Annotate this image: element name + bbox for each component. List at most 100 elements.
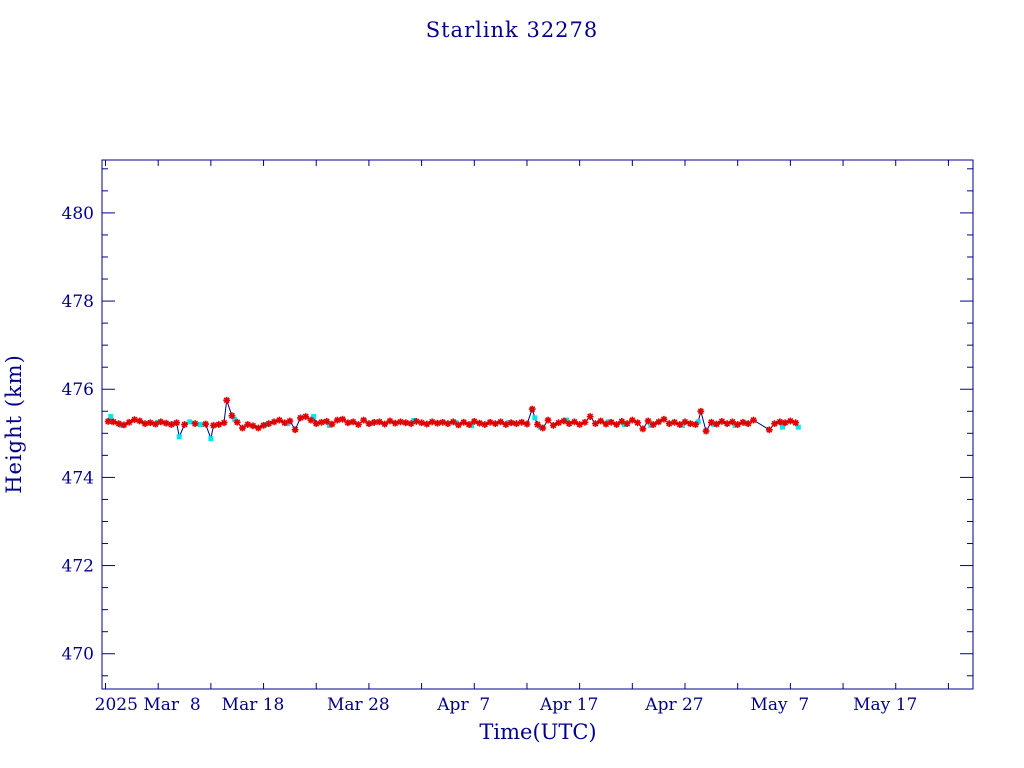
data-point-star: [671, 418, 678, 426]
data-point-star: [354, 421, 362, 428]
x-tick-label: Apr 27: [644, 695, 703, 715]
data-point-star: [676, 421, 684, 428]
data-point-star: [602, 420, 610, 428]
data-point-star: [412, 418, 420, 425]
data-point-star: [181, 421, 188, 428]
data-point-star: [549, 421, 557, 429]
data-point-star: [734, 421, 742, 428]
data-point-star: [233, 418, 241, 426]
data-point-star: [481, 421, 489, 428]
data-point-star: [460, 418, 468, 426]
data-point-star: [744, 420, 752, 428]
data-point-star: [360, 416, 368, 424]
data-point-dot: [108, 414, 114, 420]
data-point-star: [376, 418, 383, 426]
data-point-star: [444, 420, 452, 428]
data-point-star: [634, 419, 641, 427]
data-point-dot: [284, 421, 290, 427]
data-point-star: [707, 418, 715, 426]
data-point-star: [555, 419, 562, 427]
y-tick-label: 476: [62, 380, 94, 400]
data-point-star: [297, 414, 304, 422]
data-point-star: [110, 418, 117, 426]
data-point-star: [565, 420, 573, 428]
data-point-star: [765, 426, 773, 434]
data-point-star: [265, 420, 273, 428]
data-point-star: [223, 396, 231, 404]
data-point-star: [191, 420, 199, 428]
data-point-star: [470, 418, 478, 425]
primary-data-points: [104, 396, 800, 435]
data-point-dot: [679, 422, 685, 428]
data-point-star: [623, 420, 631, 428]
data-point-dot: [537, 424, 543, 430]
data-point-star: [439, 418, 447, 426]
data-point-dot: [311, 414, 317, 420]
data-point-dot: [187, 419, 193, 425]
data-point-star: [323, 418, 331, 425]
data-point-star: [418, 419, 426, 427]
data-point-star: [397, 418, 404, 426]
data-point-star: [333, 416, 341, 424]
data-point-star: [771, 420, 778, 428]
data-point-star: [455, 421, 462, 429]
data-point-star: [302, 413, 310, 420]
data-point-star: [702, 427, 710, 435]
data-point-star: [697, 407, 705, 415]
y-tick-label: 472: [62, 557, 94, 577]
data-point-star: [491, 420, 499, 428]
data-point-star: [167, 421, 175, 428]
data-point-star: [349, 418, 357, 426]
data-point-star: [423, 420, 431, 428]
data-point-star: [254, 424, 262, 432]
data-point-star: [228, 412, 236, 420]
data-point-star: [534, 421, 541, 428]
data-point-star: [120, 421, 128, 429]
data-point-dot: [563, 417, 569, 423]
data-point-star: [386, 417, 394, 425]
data-point-star: [497, 418, 505, 426]
x-axis-label: Time(UTC): [479, 720, 596, 744]
data-point-star: [592, 420, 599, 428]
data-point-star: [713, 420, 721, 428]
y-tick-label: 474: [62, 468, 94, 488]
data-point-star: [665, 420, 673, 428]
data-point-star: [618, 418, 626, 425]
data-point-star: [260, 421, 267, 429]
data-point-dot: [171, 421, 177, 427]
data-point-star: [157, 418, 165, 426]
data-point-star: [202, 420, 210, 428]
data-point-star: [173, 419, 181, 427]
data-point-star: [449, 418, 457, 426]
data-point-star: [215, 421, 223, 428]
data-point-star: [291, 426, 299, 434]
data-point-star: [576, 421, 584, 428]
data-point-star: [523, 420, 531, 428]
data-point-star: [275, 416, 283, 424]
data-point-star: [786, 417, 794, 425]
data-point-star: [239, 424, 246, 432]
data-point-star: [476, 419, 483, 427]
data-point-star: [318, 418, 325, 426]
data-point-star: [244, 421, 252, 428]
data-point-star: [781, 419, 789, 427]
x-axis-tick-labels: 2025 Mar 8 Mar 18 Mar 28 Apr 7 Apr 17 Apr 27 M…: [95, 695, 918, 715]
data-point-star: [660, 415, 668, 423]
data-point-dot: [197, 422, 203, 427]
data-point-dot: [648, 422, 654, 428]
data-point-star: [131, 416, 138, 424]
x-tick-label: Mar 28: [327, 695, 390, 715]
data-point-star: [544, 416, 552, 424]
data-point-dot: [621, 422, 627, 427]
data-point-star: [692, 421, 699, 428]
data-point-star: [718, 418, 726, 425]
data-point-star: [792, 419, 800, 427]
data-point-star: [136, 417, 144, 425]
data-point-dot: [795, 424, 801, 430]
data-point-star: [570, 418, 578, 426]
y-axis-label: Height (km): [2, 354, 26, 494]
data-point-star: [628, 416, 636, 424]
data-point-star: [249, 422, 257, 430]
x-tick-label: 2025 Mar 8: [95, 695, 201, 715]
